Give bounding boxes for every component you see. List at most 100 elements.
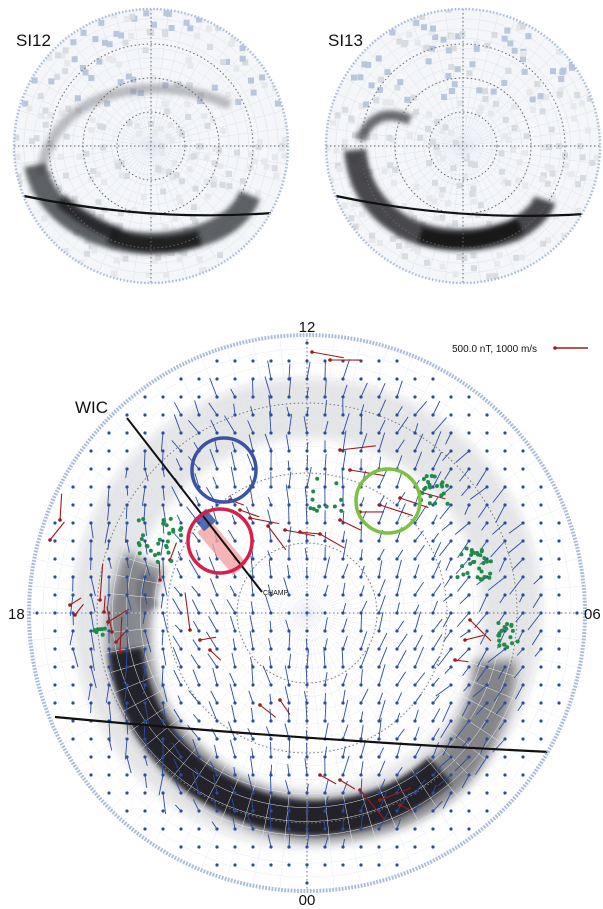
noise-pixel <box>470 265 477 272</box>
noise-pixel <box>173 172 180 179</box>
grid-dot <box>485 449 489 453</box>
flow-vector <box>231 798 236 812</box>
scale-label: 500.0 nT, 1000 m/s <box>452 344 537 355</box>
flow-vector <box>341 647 344 668</box>
noise-pixel <box>142 47 149 54</box>
noise-pixel <box>377 76 384 83</box>
flow-vector <box>108 738 113 751</box>
si12-latitude-ring-inner <box>116 111 186 181</box>
circle-blue <box>190 436 258 504</box>
flow-vector <box>211 821 218 830</box>
flow-vector <box>507 540 524 554</box>
noise-pixel <box>157 125 164 132</box>
green-point <box>472 559 477 564</box>
grid-dot <box>359 377 363 381</box>
magnetic-vector <box>99 563 104 601</box>
circle-red <box>186 507 254 575</box>
noise-pixel <box>490 88 497 95</box>
flow-vector <box>396 671 407 686</box>
noise-pixel <box>117 222 124 229</box>
grid-spoke <box>24 93 152 147</box>
flow-vector <box>188 559 200 578</box>
flow-vector <box>305 701 308 722</box>
flow-vector <box>432 728 440 740</box>
grid-dot <box>125 449 129 453</box>
green-point <box>465 571 470 576</box>
grid-spoke <box>306 612 388 880</box>
flow-vector <box>414 709 419 722</box>
flow-vector <box>144 468 149 482</box>
flow-vector <box>443 486 452 494</box>
flow-vector <box>269 693 272 704</box>
noise-pixel <box>190 214 197 221</box>
flow-vector <box>212 774 218 794</box>
grid-spoke <box>175 367 308 614</box>
magnetic-vector <box>454 659 469 663</box>
green-point <box>488 559 493 564</box>
flow-vector <box>499 594 506 604</box>
flow-vector <box>90 630 95 651</box>
noise-pixel <box>111 222 118 229</box>
grid-spoke <box>306 458 539 614</box>
noise-pixel <box>543 94 550 101</box>
noise-pixel <box>387 162 394 169</box>
grid-dot <box>449 395 453 399</box>
flow-vector <box>443 594 452 602</box>
green-point <box>469 552 474 557</box>
noise-pixel <box>65 105 72 112</box>
flow-vector <box>142 666 146 685</box>
flow-vector <box>432 742 439 758</box>
flow-vector <box>516 648 524 656</box>
flow-vector <box>210 761 218 776</box>
noise-pixel <box>376 240 383 247</box>
flow-vector <box>432 708 441 722</box>
noise-pixel <box>449 33 456 40</box>
noise-pixel <box>110 57 117 64</box>
grid-spoke <box>306 481 553 614</box>
noise-pixel <box>388 99 395 106</box>
magnetic-vector-base <box>398 496 402 500</box>
flow-vector <box>360 614 362 632</box>
noise-pixel <box>382 98 389 105</box>
flow-vector <box>442 450 452 461</box>
main-auroral-oval <box>108 570 452 836</box>
flow-vector <box>306 406 309 416</box>
si13-latitude-ring-middle <box>394 77 532 215</box>
magnetic-vector-base <box>266 524 270 528</box>
noise-pixel <box>523 133 530 140</box>
magnetic-vector-base <box>114 640 118 644</box>
flow-vector <box>462 738 470 747</box>
noise-pixel <box>384 69 391 76</box>
flow-vector <box>267 550 272 560</box>
grid-dot <box>161 809 165 813</box>
noise-pixel <box>492 100 499 107</box>
noise-pixel <box>568 61 575 68</box>
grid-spoke <box>462 145 590 199</box>
grid-dot <box>521 467 525 471</box>
green-point <box>165 539 170 544</box>
flow-vector <box>287 809 290 830</box>
grid-dot <box>395 863 399 867</box>
flow-vector <box>266 726 272 740</box>
flow-vector <box>288 526 292 542</box>
noise-pixel <box>544 180 551 187</box>
grid-dot <box>233 863 237 867</box>
magnetic-vector-base <box>298 530 302 534</box>
grid-dot <box>251 359 255 363</box>
flow-vector <box>288 798 291 812</box>
flow-vector <box>250 406 254 416</box>
flow-vector <box>459 630 470 638</box>
flow-vector <box>229 672 236 686</box>
flow-vector <box>360 404 365 416</box>
flow-vector <box>144 738 150 754</box>
noise-pixel <box>113 30 120 37</box>
grid-spoke <box>40 612 308 694</box>
grid-dot <box>53 701 57 705</box>
noise-pixel <box>516 159 523 166</box>
noise-pixel <box>420 24 427 31</box>
flow-vector <box>360 688 369 704</box>
noise-pixel <box>56 185 63 192</box>
green-point <box>460 564 465 569</box>
green-point <box>141 517 146 522</box>
noise-pixel <box>574 207 581 214</box>
